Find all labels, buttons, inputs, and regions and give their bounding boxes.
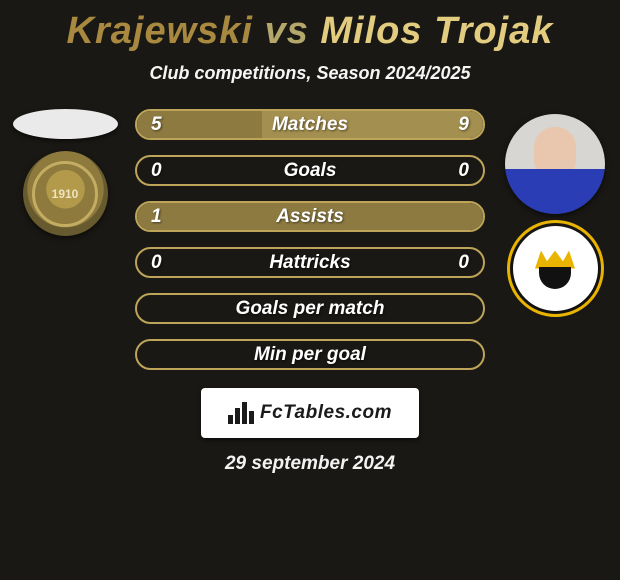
comparison-container: 1910 5Matches90Goals01Assists0Hattricks0… <box>0 109 620 370</box>
stat-label: Goals per match <box>236 298 385 320</box>
stat-row: 0 Hattricks 0 <box>135 247 485 278</box>
player1-avatar-placeholder <box>13 109 118 139</box>
stat-label: Goals <box>284 160 337 182</box>
stat-row: 1 Assists <box>135 201 485 232</box>
stat-value-right: 0 <box>458 252 469 274</box>
brand-text: FcTables.com <box>260 402 392 424</box>
crown-icon <box>531 249 579 289</box>
stat-label: Assists <box>276 206 344 228</box>
stat-value-right: 0 <box>458 160 469 182</box>
player1-club-badge: 1910 <box>23 151 108 236</box>
stat-value-left: 5 <box>151 114 162 136</box>
player2-name: Milos Trojak <box>320 10 553 52</box>
stat-value-left: 1 <box>151 206 162 228</box>
stat-value-left: 0 <box>151 160 162 182</box>
player2-avatar-image <box>505 114 605 214</box>
player1-name: Krajewski <box>67 10 253 52</box>
player2-column <box>500 114 610 311</box>
chart-icon <box>228 402 254 424</box>
stat-row: 5 Matches 9 <box>135 109 485 140</box>
snapshot-date: 29 september 2024 <box>0 453 620 475</box>
player2-avatar <box>505 114 605 214</box>
club1-year: 1910 <box>52 187 79 201</box>
stat-label: Matches <box>272 114 348 136</box>
stat-row: Goals per match <box>135 293 485 324</box>
season-subtitle: Club competitions, Season 2024/2025 <box>0 63 620 84</box>
stats-list: 5 Matches 9 0 Goals 0 1 Assists 0 Hattricks 0 Goals… <box>135 109 485 370</box>
stat-label: Hattricks <box>269 252 350 274</box>
player1-column: 1910 <box>10 109 120 236</box>
comparison-title: Krajewski vs Milos Trojak <box>0 0 620 53</box>
stat-value-right: 9 <box>458 114 469 136</box>
stat-row: Min per goal <box>135 339 485 370</box>
stat-label: Min per goal <box>254 344 366 366</box>
vs-separator: vs <box>265 10 309 52</box>
player2-club-badge <box>513 226 598 311</box>
brand-badge[interactable]: FcTables.com <box>201 388 419 438</box>
stat-value-left: 0 <box>151 252 162 274</box>
stat-row: 0 Goals 0 <box>135 155 485 186</box>
